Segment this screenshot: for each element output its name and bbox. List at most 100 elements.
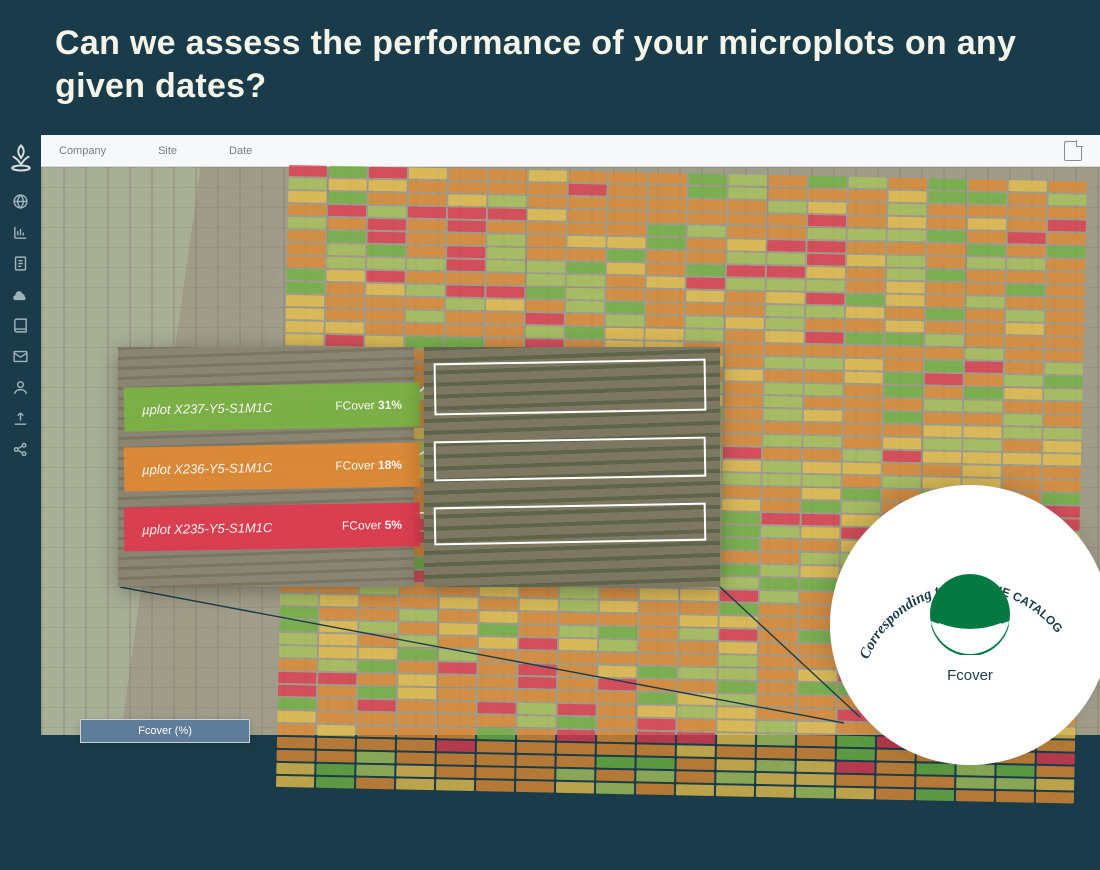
microplot-cell[interactable] [488, 195, 526, 207]
microplot-cell[interactable] [804, 384, 842, 396]
microplot-cell[interactable] [608, 211, 646, 223]
microplot-cell[interactable] [716, 785, 754, 797]
microplot-cell[interactable] [368, 180, 406, 192]
microplot-cell[interactable] [716, 772, 754, 784]
microplot-cell[interactable] [804, 410, 842, 422]
microplot-cell[interactable] [476, 780, 514, 792]
user-icon[interactable] [12, 379, 29, 396]
microplot-cell[interactable] [367, 271, 405, 283]
microplot-cell[interactable] [567, 262, 605, 274]
microplot-cell[interactable] [722, 473, 760, 485]
microplot-cell[interactable] [439, 610, 477, 622]
microplot-cell[interactable] [803, 436, 841, 448]
microplot-cell[interactable] [757, 734, 795, 746]
microplot-cell[interactable] [447, 233, 485, 245]
microplot-cell[interactable] [836, 788, 874, 800]
microplot-cell[interactable] [636, 757, 674, 769]
microplot-cell[interactable] [718, 707, 756, 719]
microplot-cell[interactable] [557, 717, 595, 729]
microplot-cell[interactable] [319, 634, 357, 646]
microplot-cell[interactable] [843, 463, 881, 475]
microplot-cell[interactable] [768, 188, 806, 200]
microplot-cell[interactable] [559, 626, 597, 638]
microplot-cell[interactable] [809, 176, 847, 188]
microplot-cell[interactable] [528, 183, 566, 195]
microplot-cell[interactable] [280, 607, 318, 619]
microplot-cell[interactable] [687, 251, 725, 263]
microplot-cell[interactable] [1043, 467, 1081, 479]
microplot-cell[interactable] [927, 256, 965, 268]
microplot-cell[interactable] [1008, 206, 1046, 218]
microplot-cell[interactable] [518, 690, 556, 702]
microplot-cell[interactable] [436, 779, 474, 791]
microplot-cell[interactable] [279, 620, 317, 632]
microplot-cell[interactable] [966, 322, 1004, 334]
microplot-cell[interactable] [609, 172, 647, 184]
microplot-cell[interactable] [928, 191, 966, 203]
microplot-cell[interactable] [647, 277, 685, 289]
microplot-cell[interactable] [598, 692, 636, 704]
microplot-cell[interactable] [527, 274, 565, 286]
microplot-cell[interactable] [1048, 194, 1086, 206]
microplot-cell[interactable] [929, 178, 967, 190]
microplot-cell[interactable] [724, 421, 762, 433]
microplot-cell[interactable] [889, 178, 927, 190]
microplot-cell[interactable] [527, 261, 565, 273]
microplot-cell[interactable] [286, 308, 324, 320]
microplot-cell[interactable] [728, 226, 766, 238]
microplot-cell[interactable] [448, 207, 486, 219]
microplot-cell[interactable] [446, 285, 484, 297]
microplot-cell[interactable] [408, 194, 446, 206]
microplot-cell[interactable] [1045, 350, 1083, 362]
microplot-cell[interactable] [646, 303, 684, 315]
microplot-cell[interactable] [928, 230, 966, 242]
microplot-cell[interactable] [926, 282, 964, 294]
microplot-cell[interactable] [407, 258, 445, 270]
microplot-cell[interactable] [763, 461, 801, 473]
microplot-cell[interactable] [844, 398, 882, 410]
microplot-cell[interactable] [478, 702, 516, 714]
microplot-cell[interactable] [722, 486, 760, 498]
microplot-cell[interactable] [968, 192, 1006, 204]
microplot-cell[interactable] [567, 249, 605, 261]
microplot-cell[interactable] [845, 346, 883, 358]
microplot-cell[interactable] [758, 669, 796, 681]
microplot-cell[interactable] [556, 782, 594, 794]
microplot-cell[interactable] [317, 738, 355, 750]
microplot-cell[interactable] [1047, 246, 1085, 258]
microplot-cell[interactable] [287, 243, 325, 255]
microplot-cell[interactable] [447, 246, 485, 258]
microplot-cell[interactable] [765, 370, 803, 382]
microplot-cell[interactable] [1008, 193, 1046, 205]
microplot-cell[interactable] [568, 210, 606, 222]
microplot-cell[interactable] [436, 766, 474, 778]
microplot-cell[interactable] [928, 217, 966, 229]
microplot-cell[interactable] [808, 189, 846, 201]
microplot-cell[interactable] [726, 278, 764, 290]
microplot-cell[interactable] [1036, 779, 1074, 791]
microplot-cell[interactable] [767, 240, 805, 252]
microplot-cell[interactable] [398, 674, 436, 686]
microplot-cell[interactable] [448, 194, 486, 206]
microplot-cell[interactable] [278, 672, 316, 684]
microplot-cell[interactable] [767, 266, 805, 278]
microplot-cell[interactable] [558, 665, 596, 677]
microplot-cell[interactable] [726, 317, 764, 329]
microplot-cell[interactable] [399, 622, 437, 634]
microplot-cell[interactable] [719, 616, 757, 628]
microplot-cell[interactable] [396, 778, 434, 790]
microplot-cell[interactable] [1004, 388, 1042, 400]
microplot-cell[interactable] [556, 756, 594, 768]
microplot-cell[interactable] [279, 633, 317, 645]
microplot-cell[interactable] [437, 740, 475, 752]
microplot-cell[interactable] [966, 283, 1004, 295]
microplot-cell[interactable] [600, 601, 638, 613]
microplot-cell[interactable] [320, 595, 358, 607]
microplot-cell[interactable] [359, 635, 397, 647]
microplot-cell[interactable] [887, 256, 925, 268]
microplot-cell[interactable] [687, 264, 725, 276]
microplot-cell[interactable] [328, 205, 366, 217]
microplot-cell[interactable] [486, 299, 524, 311]
microplot-cell[interactable] [924, 412, 962, 424]
microplot-cell[interactable] [406, 297, 444, 309]
